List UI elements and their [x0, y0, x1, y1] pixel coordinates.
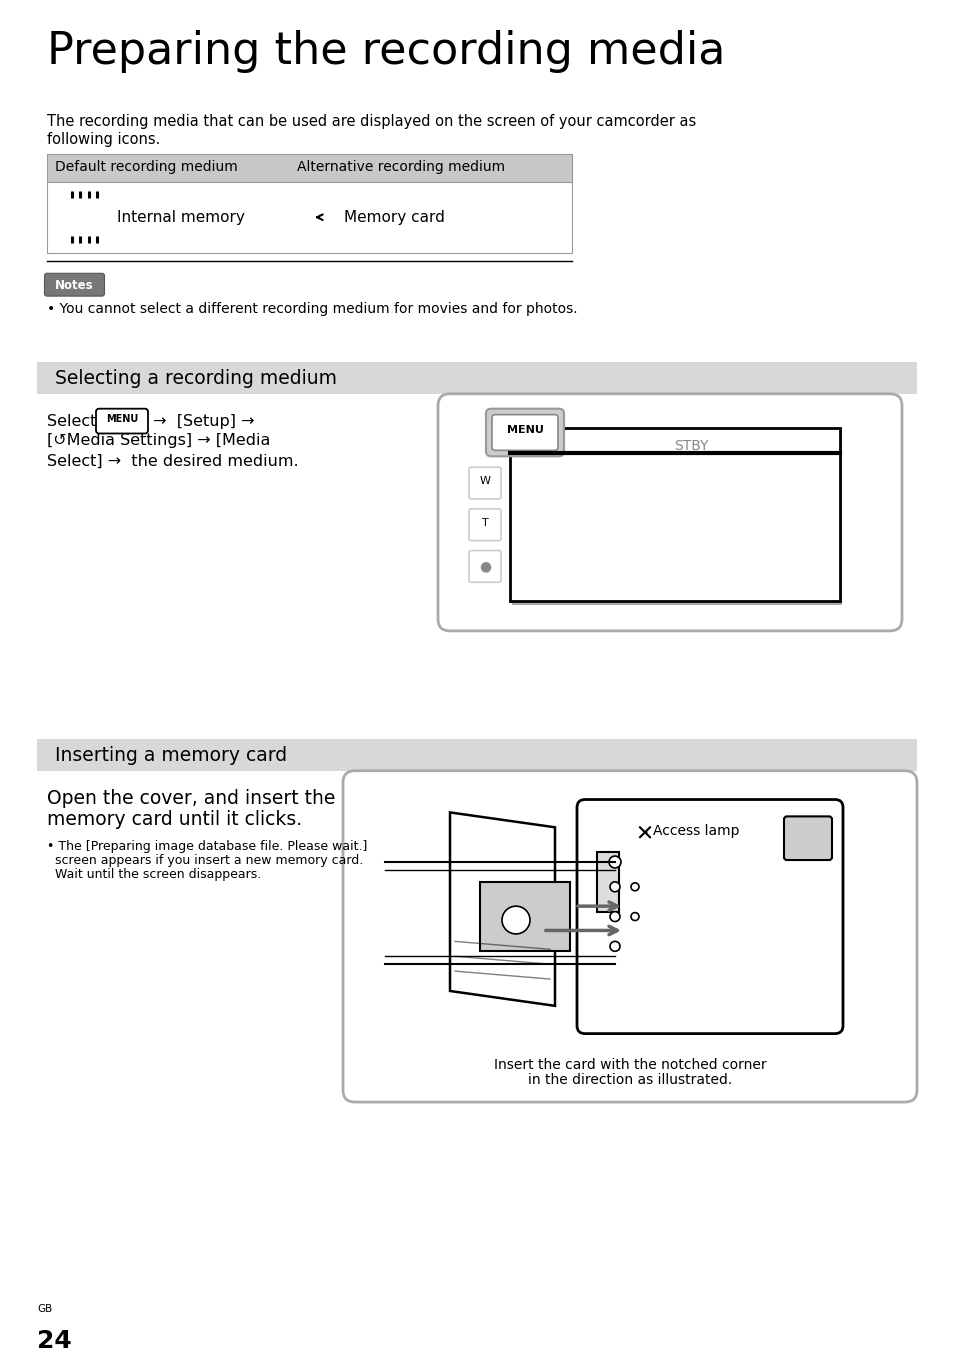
Polygon shape	[450, 813, 555, 1006]
Text: The recording media that can be used are displayed on the screen of your camcord: The recording media that can be used are…	[47, 114, 696, 129]
Text: Wait until the screen disappears.: Wait until the screen disappears.	[47, 868, 261, 881]
Circle shape	[630, 913, 639, 920]
Circle shape	[608, 856, 620, 868]
Text: Selecting a recording medium: Selecting a recording medium	[55, 369, 336, 388]
Text: Internal memory: Internal memory	[117, 210, 245, 225]
FancyBboxPatch shape	[469, 551, 500, 582]
FancyBboxPatch shape	[45, 273, 105, 296]
Text: STBY: STBY	[674, 440, 708, 453]
FancyBboxPatch shape	[299, 195, 334, 239]
Text: Preparing the recording media: Preparing the recording media	[47, 30, 724, 73]
Text: Insert the card with the notched corner: Insert the card with the notched corner	[493, 1058, 765, 1072]
Text: Notes: Notes	[55, 280, 93, 292]
Text: Select] →  the desired medium.: Select] → the desired medium.	[47, 453, 298, 468]
FancyBboxPatch shape	[343, 771, 916, 1102]
Text: [↺Media Settings] → [Media: [↺Media Settings] → [Media	[47, 433, 270, 448]
Text: Memory card: Memory card	[344, 210, 444, 225]
FancyBboxPatch shape	[577, 799, 842, 1034]
Text: following icons.: following icons.	[47, 132, 160, 147]
FancyBboxPatch shape	[437, 394, 901, 631]
FancyBboxPatch shape	[469, 509, 500, 540]
Text: 24: 24	[37, 1330, 71, 1353]
FancyBboxPatch shape	[485, 408, 563, 456]
Circle shape	[609, 882, 619, 892]
Text: MENU: MENU	[106, 414, 138, 423]
Bar	[597, 852, 618, 912]
Text: Open the cover, and insert the: Open the cover, and insert the	[47, 788, 335, 807]
Text: Access lamp: Access lamp	[644, 824, 739, 839]
Circle shape	[630, 883, 639, 890]
Text: Alternative recording medium: Alternative recording medium	[296, 160, 504, 174]
Text: W: W	[479, 476, 490, 486]
Text: memory card until it clicks.: memory card until it clicks.	[47, 810, 302, 829]
Text: T: T	[481, 518, 488, 528]
Bar	[37, 740, 916, 771]
Circle shape	[609, 912, 619, 921]
Bar	[47, 153, 572, 182]
Text: • You cannot select a different recording medium for movies and for photos.: • You cannot select a different recordin…	[47, 301, 577, 316]
Circle shape	[609, 942, 619, 951]
Bar	[47, 182, 572, 252]
Text: GB: GB	[37, 1304, 52, 1315]
Text: →  [Setup] →: → [Setup] →	[148, 414, 254, 429]
Bar	[63, 198, 107, 236]
Bar	[71, 205, 99, 229]
Text: screen appears if you insert a new memory card.: screen appears if you insert a new memor…	[47, 854, 363, 867]
FancyBboxPatch shape	[783, 817, 831, 860]
Text: ●: ●	[478, 559, 491, 574]
Text: Inserting a memory card: Inserting a memory card	[55, 746, 287, 765]
Text: • The [Preparing image database file. Please wait.]: • The [Preparing image database file. Pl…	[47, 840, 367, 854]
Bar	[512, 427, 841, 605]
Text: Select: Select	[47, 414, 101, 429]
Bar	[479, 882, 569, 951]
Text: Default recording medium: Default recording medium	[55, 160, 237, 174]
FancyBboxPatch shape	[96, 408, 148, 433]
Circle shape	[501, 906, 530, 934]
FancyBboxPatch shape	[469, 467, 500, 499]
Bar	[37, 362, 916, 394]
FancyBboxPatch shape	[492, 415, 558, 451]
Text: in the direction as illustrated.: in the direction as illustrated.	[527, 1073, 731, 1087]
Text: MENU: MENU	[506, 425, 543, 434]
Bar	[510, 427, 840, 601]
